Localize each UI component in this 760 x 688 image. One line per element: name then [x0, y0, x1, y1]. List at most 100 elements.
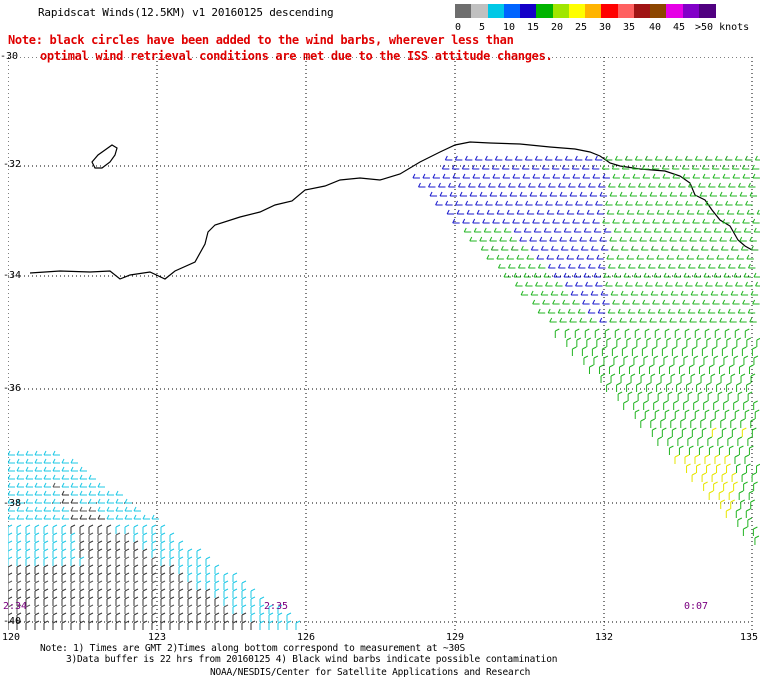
wind-barb	[694, 328, 700, 338]
wind-barb	[727, 391, 733, 401]
wind-barb	[700, 290, 709, 296]
wind-barb	[169, 604, 175, 614]
wind-barb	[43, 588, 49, 598]
wind-barb	[734, 454, 740, 464]
wind-barb	[674, 409, 680, 419]
wind-barb	[25, 490, 33, 496]
wind-barb	[507, 263, 516, 269]
wind-barb	[619, 317, 627, 323]
wind-barb	[733, 355, 739, 365]
wind-barb	[542, 299, 550, 305]
wind-barb	[196, 588, 202, 598]
wind-barb	[16, 474, 24, 480]
wind-barb	[532, 218, 540, 224]
wind-barb	[537, 263, 546, 269]
wind-barb	[465, 200, 473, 206]
wind-barb	[717, 308, 726, 314]
wind-barb	[650, 290, 659, 296]
wind-barb	[646, 209, 655, 215]
wind-barb	[61, 482, 69, 488]
wind-barb	[106, 532, 112, 542]
wind-barb	[34, 506, 42, 512]
wind-barb	[700, 418, 706, 428]
lon-label: 132	[595, 632, 614, 643]
wind-barb	[720, 373, 726, 383]
wind-barb	[214, 580, 220, 590]
wind-barb	[223, 588, 229, 598]
wind-barb	[178, 612, 184, 622]
wind-barb	[656, 254, 664, 260]
wind-barb	[124, 620, 130, 630]
wind-barb	[629, 317, 637, 323]
wind-barb	[518, 182, 526, 188]
wind-barb	[686, 382, 691, 392]
wind-barb	[187, 588, 193, 598]
wind-barb	[548, 182, 556, 188]
wind-barb	[97, 482, 105, 488]
wind-barb	[671, 427, 677, 437]
wind-barb	[734, 328, 740, 338]
wind-barb	[711, 427, 717, 437]
wind-barb	[8, 466, 15, 472]
wind-barb	[738, 364, 744, 374]
wind-barb	[740, 290, 749, 296]
wind-barb	[689, 236, 697, 242]
wind-barb	[714, 454, 720, 464]
wind-barb	[741, 427, 747, 437]
wind-barb	[610, 373, 616, 383]
wind-barb	[88, 556, 94, 566]
wind-barb	[151, 548, 157, 558]
wind-barb	[687, 308, 696, 314]
wind-barb	[502, 218, 510, 224]
wind-barb	[52, 490, 60, 496]
wind-barb	[25, 548, 31, 558]
wind-barb	[682, 299, 690, 305]
wind-barb	[489, 236, 497, 242]
wind-barb	[717, 436, 723, 446]
wind-barb	[16, 604, 22, 614]
wind-barb	[724, 409, 730, 419]
wind-barb	[142, 524, 148, 534]
wind-barb	[232, 580, 238, 590]
wind-barb	[502, 173, 510, 179]
wind-barb	[8, 524, 13, 534]
wind-barb	[755, 281, 760, 287]
wind-barb	[690, 245, 699, 251]
wind-barb	[711, 346, 717, 356]
wind-barb	[581, 164, 590, 170]
wind-barb	[698, 445, 704, 455]
wind-barb	[631, 346, 637, 356]
wind-barb	[667, 436, 673, 446]
wind-barb	[736, 337, 742, 347]
wind-barb	[751, 472, 757, 482]
wind-barb	[70, 514, 78, 520]
wind-barb	[250, 588, 256, 598]
wind-barb	[744, 454, 750, 464]
wind-barb	[686, 254, 694, 260]
wind-barb	[8, 498, 15, 504]
wind-barb	[737, 391, 743, 401]
wind-barb	[532, 299, 540, 305]
wind-barb	[702, 299, 710, 305]
wind-barb	[34, 466, 42, 472]
legend-label: 30	[599, 22, 612, 33]
wind-barb	[142, 564, 148, 574]
wind-barb	[748, 445, 754, 455]
wind-barb	[651, 164, 660, 170]
wind-barb	[223, 580, 229, 590]
wind-barb	[25, 514, 33, 520]
wind-barb	[97, 588, 103, 598]
wind-barb	[525, 200, 533, 206]
wind-barb	[728, 364, 734, 374]
wind-barb	[555, 281, 563, 287]
wind-barb	[585, 281, 593, 287]
wind-barb	[34, 540, 40, 550]
wind-barb	[570, 290, 579, 296]
wind-barb	[605, 200, 613, 206]
time-label: 2:34	[3, 601, 28, 612]
wind-barb	[124, 604, 130, 614]
wind-barb	[608, 364, 614, 374]
wind-barb	[151, 588, 157, 598]
wind-barb	[178, 588, 184, 598]
wind-barb	[452, 173, 460, 179]
